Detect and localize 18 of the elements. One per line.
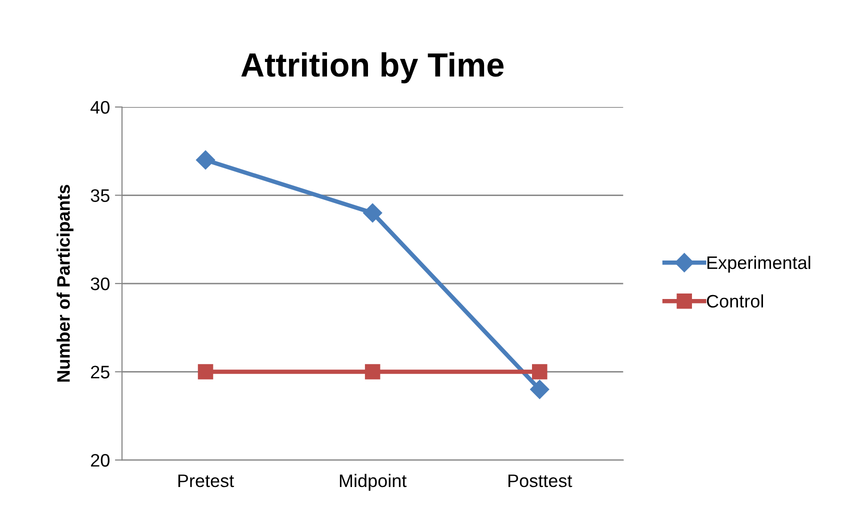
y-tick-label: 35 xyxy=(90,189,110,202)
legend-label: Experimental xyxy=(707,256,810,273)
x-tick-label: Pretest xyxy=(178,474,234,488)
chart-title: Attrition by Time xyxy=(241,52,504,84)
point xyxy=(363,203,382,222)
point xyxy=(196,150,216,170)
y-tick-label: 30 xyxy=(90,277,110,290)
point xyxy=(530,380,550,399)
y-tick-label: 40 xyxy=(90,100,110,114)
point xyxy=(364,364,380,380)
point xyxy=(198,364,214,380)
x-tick-label: Midpoint xyxy=(340,474,407,491)
x-tick-label: Posttest xyxy=(508,474,572,488)
y-tick-label: 25 xyxy=(91,366,110,378)
y-tick-label: 20 xyxy=(91,454,110,467)
y-axis-title: Number of Participants xyxy=(56,184,74,382)
point xyxy=(532,364,548,380)
legend-label: Control xyxy=(706,294,763,308)
